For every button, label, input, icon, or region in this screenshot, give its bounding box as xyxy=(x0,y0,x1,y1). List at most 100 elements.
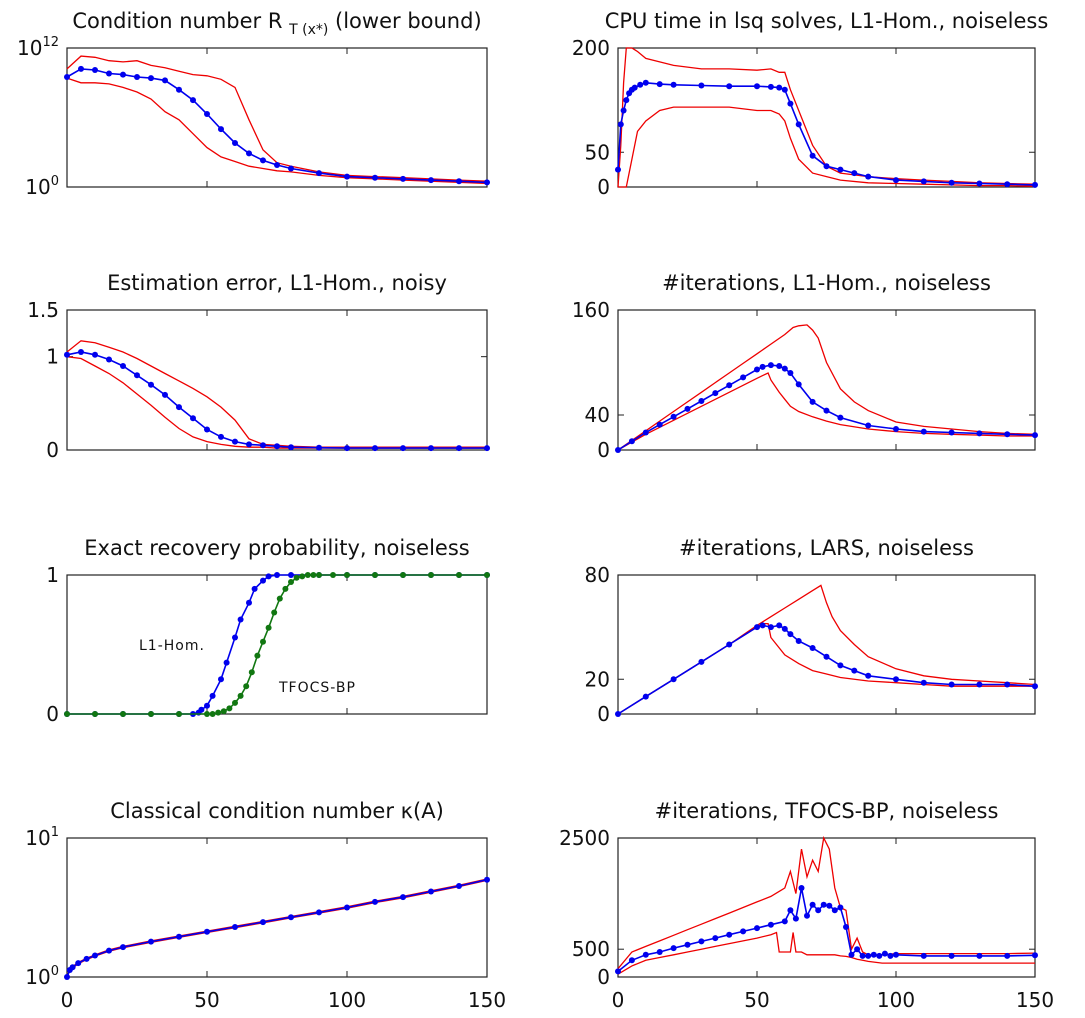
x-tick-label: 150 xyxy=(1016,988,1054,1012)
series-l1-hom-point xyxy=(198,706,205,713)
series-median-point xyxy=(920,952,927,959)
series-median-point xyxy=(1004,681,1011,688)
series-tfocs-bp-point xyxy=(148,711,154,717)
series-median-point xyxy=(204,928,210,935)
series-median-point xyxy=(787,631,794,638)
series-median-point xyxy=(712,935,719,942)
series-median-line xyxy=(617,364,1036,451)
plot-frame xyxy=(617,837,1036,978)
y-tick-label: 0 xyxy=(597,175,610,199)
series-median-point xyxy=(218,126,224,133)
series-median-point xyxy=(767,624,774,631)
series-median-point xyxy=(637,81,644,88)
series-band-lower-group xyxy=(617,931,1035,975)
series-tfocs-bp-point xyxy=(254,652,261,659)
series-median-line xyxy=(617,624,1036,715)
series-median-point xyxy=(865,952,872,959)
chart-panel-1: Condition number R T (x*) (lower bound) 1… xyxy=(17,9,490,199)
series-tfocs-bp-point xyxy=(220,708,227,715)
series-median-point xyxy=(78,349,84,355)
series-median-point xyxy=(148,381,154,388)
series-median-point xyxy=(428,888,434,895)
series-median-line xyxy=(66,351,487,449)
series-median-point xyxy=(887,952,894,959)
series-median-point xyxy=(260,442,266,449)
series-median-point xyxy=(642,79,649,86)
chart-panel-8: #iterations, TFOCS-BP, noiseless 0 50 100 15… xyxy=(559,799,1054,1012)
series-band-lower-group xyxy=(617,622,1035,715)
x-tick-label: 50 xyxy=(744,988,769,1012)
series-median-point xyxy=(798,885,805,891)
series-band-upper-group xyxy=(66,340,487,448)
series-tfocs-bp-point xyxy=(271,609,278,616)
series-l1-hom-point xyxy=(237,616,244,623)
y-tick-label: 500 xyxy=(572,937,610,961)
y-tick-label: 101 xyxy=(25,825,59,850)
series-tfocs-bp-point xyxy=(276,595,283,602)
series-median-point xyxy=(615,968,621,975)
series-median-point xyxy=(754,83,760,90)
series-median-point xyxy=(1032,432,1038,439)
plot-frame xyxy=(617,47,1036,188)
series-median-line xyxy=(617,81,1036,186)
series-band-upper-group xyxy=(66,55,488,182)
series-median-point xyxy=(316,170,322,177)
series-median-point xyxy=(684,405,691,412)
series-median-line xyxy=(617,887,1036,973)
series-median-point xyxy=(823,653,830,660)
series-median-point xyxy=(823,163,830,170)
series-median-point xyxy=(148,75,154,82)
series-median-point xyxy=(204,426,210,433)
series-l1-hom-point xyxy=(265,573,272,580)
series-tfocs-bp-point xyxy=(456,572,462,578)
series-median-point xyxy=(628,438,635,445)
chart-panel-2: CPU time in lsq solves, L1-Hom., noisele… xyxy=(572,9,1048,199)
series-median-point xyxy=(134,74,140,80)
series-median-point xyxy=(865,173,872,180)
series-median-point xyxy=(620,107,627,114)
series-median-point xyxy=(976,681,983,688)
series-band-lower-group xyxy=(617,372,1035,451)
chart-title: #iterations, L1-Hom., noiseless xyxy=(662,271,991,295)
series-tfocs-bp-point xyxy=(260,638,266,645)
series-median-point xyxy=(190,97,196,104)
series-median-point xyxy=(176,404,182,411)
series-median-point xyxy=(754,624,760,631)
y-tick-label: 1 xyxy=(46,345,59,369)
series-band-upper-line xyxy=(617,47,1036,188)
chart-panel-6: #iterations, LARS, noiseless 0 20 80 xyxy=(585,536,1038,726)
series-median-point xyxy=(656,949,663,955)
series-median-point xyxy=(848,951,855,958)
series-median-point xyxy=(837,662,844,669)
series-median-point xyxy=(1004,952,1011,959)
series-median-point xyxy=(400,175,406,182)
series-median-point xyxy=(484,179,490,186)
series-median-point xyxy=(316,444,322,451)
series-median-point xyxy=(726,382,733,389)
series-l1-hom-point xyxy=(288,572,294,578)
series-tfocs-bp-point xyxy=(299,573,306,580)
series-median-point xyxy=(837,414,844,421)
series-median-point xyxy=(656,421,663,428)
series-median-line xyxy=(66,878,488,978)
series-median-point xyxy=(820,901,827,908)
series-median-point xyxy=(484,876,490,883)
series-median-point xyxy=(893,676,899,683)
y-tick-label: 40 xyxy=(585,403,610,427)
series-median-group xyxy=(615,362,1038,453)
series-median-point xyxy=(232,924,238,930)
series-band-lower-group xyxy=(66,77,488,185)
chart-panel-4: #iterations, L1-Hom., noiseless 0 40 160 xyxy=(572,271,1038,462)
series-median-point xyxy=(64,351,70,358)
series-band-lower-line xyxy=(66,77,488,185)
series-median-point xyxy=(642,693,649,700)
y-tick-label: 100 xyxy=(25,174,59,199)
series-median-group xyxy=(64,876,490,980)
series-median-point xyxy=(176,86,182,93)
series-median-point xyxy=(615,711,621,717)
series-median-point xyxy=(859,952,866,959)
series-tfocs-bp-point xyxy=(92,711,98,717)
series-median-point xyxy=(893,951,899,958)
series-median-point xyxy=(843,924,849,930)
series-median-point xyxy=(316,909,322,916)
